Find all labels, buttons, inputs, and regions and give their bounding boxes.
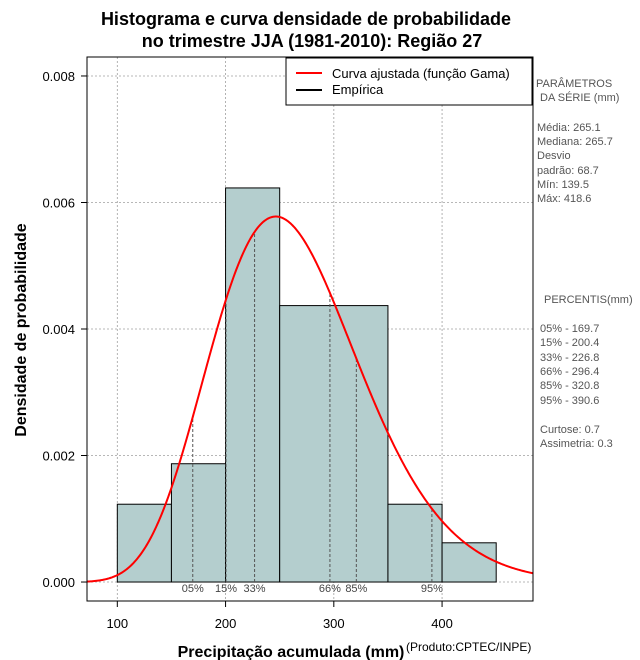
y-tick-label: 0.000 xyxy=(42,575,75,590)
chart-title-line-2: no trimestre JJA (1981-2010): Região 27 xyxy=(142,31,482,51)
histogram-bar xyxy=(387,503,443,583)
legend-empirical-label: Empírica xyxy=(332,82,384,97)
percentis-panel: PERCENTIS(mm) 05% - 169.7 15% - 200.4 33… xyxy=(540,294,633,450)
histogram-bar xyxy=(279,305,389,583)
y-tick-label: 0.008 xyxy=(42,69,75,84)
kurtosis-line: Curtose: 0.7 xyxy=(540,424,600,436)
percentile-marker-label: 85% xyxy=(345,583,367,595)
percentil-line: 95% - 390.6 xyxy=(540,395,599,407)
percentis-heading: PERCENTIS(mm) xyxy=(544,294,633,306)
param-line: Mediana: 265.7 xyxy=(537,136,613,148)
param-line: Mín: 139.5 xyxy=(537,179,589,191)
x-tick-label: 200 xyxy=(215,616,237,631)
legend-box xyxy=(285,57,533,106)
percentil-line: 66% - 296.4 xyxy=(540,366,599,378)
x-tick-label: 400 xyxy=(431,616,453,631)
parameters-heading-2: DA SÉRIE (mm) xyxy=(540,91,619,104)
x-axis: 100 200 300 400 xyxy=(106,601,453,631)
parameters-heading-1: PARÂMETROS xyxy=(536,77,612,90)
param-line: Máx: 418.6 xyxy=(537,193,591,205)
percentil-line: 33% - 226.8 xyxy=(540,352,599,364)
y-axis-title: Densidade de probabilidade xyxy=(13,223,30,436)
x-tick-label: 100 xyxy=(106,616,128,631)
y-tick-label: 0.004 xyxy=(42,322,75,337)
param-line: Média: 265.1 xyxy=(537,122,601,134)
parameters-panel: PARÂMETROS DA SÉRIE (mm) Média: 265.1 Me… xyxy=(536,77,619,205)
y-axis: 0.000 0.002 0.004 0.006 0.008 xyxy=(42,69,87,590)
product-credit: (Produto:CPTEC/INPE) xyxy=(406,640,531,654)
y-tick-label: 0.002 xyxy=(42,449,75,464)
x-tick-label: 300 xyxy=(323,616,345,631)
skewness-line: Assimetria: 0.3 xyxy=(540,438,613,450)
histogram-bar xyxy=(225,187,281,583)
gamma-curve-group xyxy=(86,215,534,583)
legend-fit-label: Curva ajustada (função Gama) xyxy=(332,66,510,81)
histogram-bar xyxy=(441,542,497,583)
percentile-marker-label: 05% xyxy=(182,583,204,595)
percentile-marker-label: 95% xyxy=(421,583,443,595)
chart-title-line-1: Histograma e curva densidade de probabil… xyxy=(101,9,511,29)
percentile-markers: 05% 15% 33% 66% 85% 95% xyxy=(182,231,443,595)
gamma-fit-curve xyxy=(86,215,534,583)
param-line: padrão: 68.7 xyxy=(537,165,599,177)
histogram-bars xyxy=(116,187,497,583)
percentil-line: 85% - 320.8 xyxy=(540,380,599,392)
x-axis-title: Precipitação acumulada (mm) xyxy=(178,644,405,660)
histogram-bar xyxy=(170,463,227,583)
percentile-marker-label: 33% xyxy=(244,583,266,595)
percentile-marker-label: 66% xyxy=(319,583,341,595)
percentil-line: 15% - 200.4 xyxy=(540,337,599,349)
y-tick-label: 0.006 xyxy=(42,195,75,210)
legend: Curva ajustada (função Gama) Empírica xyxy=(285,57,533,106)
percentil-line: 05% - 169.7 xyxy=(540,323,599,335)
param-line: Desvio xyxy=(537,150,571,162)
percentile-marker-label: 15% xyxy=(215,583,237,595)
